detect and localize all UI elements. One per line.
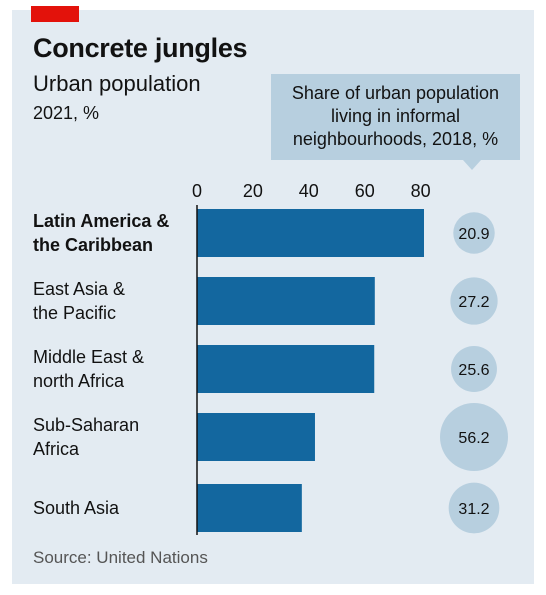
chart-subtitle: Urban population — [33, 71, 201, 96]
category-label: Latin America & — [33, 211, 169, 231]
bubble — [450, 277, 498, 325]
chart-title: Concrete jungles — [33, 33, 248, 63]
bubble — [451, 346, 497, 392]
bubble — [453, 212, 495, 254]
bar — [197, 277, 375, 325]
category-label: Sub-Saharan — [33, 415, 139, 435]
bubble-series-title-line-2: living in informal — [330, 106, 461, 126]
x-tick-label: 20 — [243, 181, 263, 201]
bar — [197, 345, 375, 393]
bubble-value-label: 20.9 — [458, 226, 489, 243]
category-label: Middle East & — [33, 347, 144, 367]
bubble-value-label: 25.6 — [458, 362, 489, 379]
bubble-series-title-line-3: neighbourhoods, 2018, % — [292, 129, 499, 149]
bubble — [440, 403, 508, 471]
category-label: Africa — [33, 439, 80, 459]
x-tick-label: 80 — [411, 181, 431, 201]
category-label: the Pacific — [33, 303, 116, 323]
bubble-value-label: 27.2 — [458, 294, 489, 311]
x-tick-label: 0 — [192, 181, 202, 201]
category-label: South Asia — [33, 498, 120, 518]
bubble-series-title-line-1: Share of urban population — [291, 83, 500, 103]
brand-tag — [31, 6, 79, 22]
chart-unit-label: 2021, % — [33, 103, 100, 123]
bar — [197, 484, 302, 532]
bar — [197, 413, 315, 461]
x-tick-label: 40 — [299, 181, 319, 201]
category-label: the Caribbean — [33, 235, 153, 255]
bubble — [448, 482, 500, 534]
callout-pointer — [463, 160, 481, 170]
bar — [197, 209, 424, 257]
bubble-value-label: 31.2 — [458, 501, 489, 518]
category-label: north Africa — [33, 371, 125, 391]
bubble-series-callout: Share of urban population living in info… — [271, 74, 520, 160]
bubble-value-label: 56.2 — [458, 430, 489, 447]
x-tick-label: 60 — [355, 181, 375, 201]
category-label: East Asia & — [33, 279, 125, 299]
chart-source: Source: United Nations — [33, 548, 208, 567]
